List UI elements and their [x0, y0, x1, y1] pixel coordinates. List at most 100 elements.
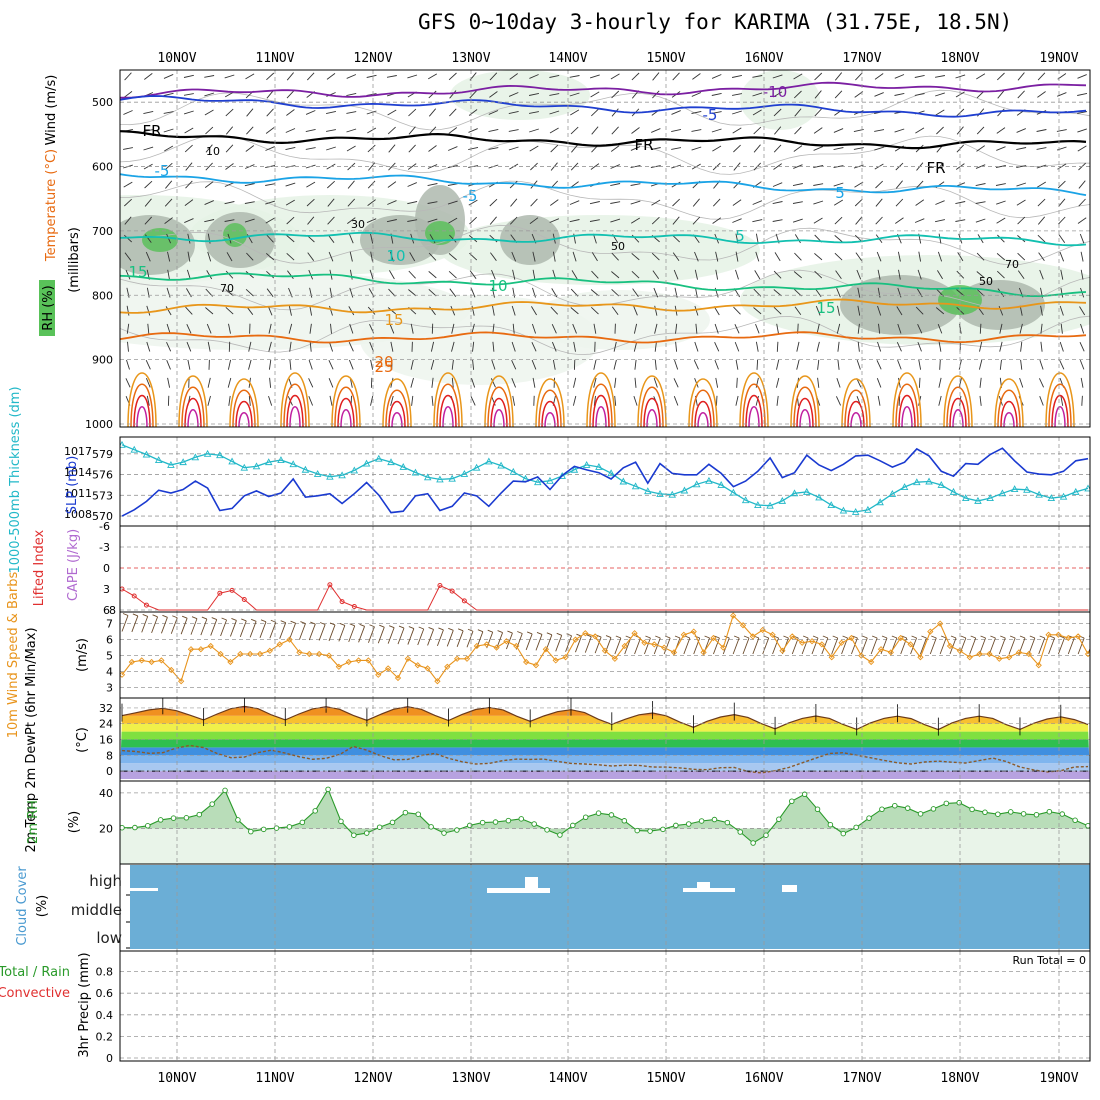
wind-barb [897, 251, 901, 262]
wind-speed-point [286, 636, 293, 643]
wind-barb-10m [693, 637, 701, 655]
rh-point [1020, 811, 1027, 817]
pressure-tick-label: 600 [92, 161, 113, 174]
low-level-isotherm [799, 409, 811, 427]
wind-barb [448, 253, 457, 261]
thickness-tick-label: 579 [92, 448, 113, 461]
wind-barb-10m [683, 637, 691, 655]
pressure-tick-label: 900 [92, 354, 113, 367]
wind-barb [347, 198, 356, 207]
low-level-isotherm [901, 406, 913, 427]
wind-barb [1037, 216, 1046, 225]
wind-barb [246, 126, 254, 135]
low-level-isotherm [1054, 406, 1066, 427]
temp-band [120, 715, 1090, 724]
wind-barb [491, 287, 495, 298]
wind-barb [877, 287, 881, 298]
wind-barb [715, 269, 719, 280]
rh-point [685, 821, 692, 827]
wind-barb [593, 323, 597, 334]
wind-barb [488, 110, 499, 115]
wind-barb [1059, 360, 1065, 370]
wind-barb [146, 341, 151, 352]
low-level-isotherm [535, 378, 565, 427]
wind-barb-flag [566, 633, 572, 637]
wind-barb [349, 251, 353, 262]
wind-barb [610, 164, 620, 169]
wind-barb [1078, 180, 1086, 189]
wind-barb-flag [507, 630, 513, 634]
wind-barb [449, 234, 457, 243]
wind-barb [915, 199, 925, 206]
wind-barb [734, 324, 740, 334]
rh-point [1007, 809, 1014, 815]
wind-speed-point [631, 630, 638, 637]
wind-barb [529, 74, 539, 79]
wind-barb [451, 341, 455, 352]
wind-barb-10m [239, 620, 247, 638]
thickness-point [497, 461, 505, 469]
date-label-bottom: 19NOV [1039, 1071, 1078, 1086]
wind-barb-flag [122, 613, 129, 616]
wind-barb [855, 216, 863, 225]
wind-barb [1036, 129, 1047, 132]
wind-barb [1057, 180, 1066, 189]
wind-barb [349, 323, 354, 334]
wind-barb [591, 252, 598, 262]
thickness-point [533, 478, 542, 486]
rh-point [209, 801, 215, 807]
wind-barb [754, 270, 761, 280]
wind-speed-point [168, 666, 175, 674]
thickness-point [644, 487, 652, 495]
wind-barb [894, 128, 905, 133]
wind-barb [1040, 323, 1043, 334]
wind-barb [570, 126, 579, 135]
wind-barb [549, 93, 560, 96]
wind-barb [876, 378, 882, 388]
wind-barb [995, 183, 1006, 186]
wind-barb [367, 199, 376, 206]
wind-speed-point [493, 644, 500, 651]
wind-barb [508, 146, 519, 151]
wind-barb [772, 182, 783, 187]
wind-barb-10m [259, 621, 267, 638]
precip-tick-label: 0.2 [96, 1030, 114, 1043]
wind-barb [833, 147, 844, 151]
wind-barb [204, 181, 214, 188]
low-level-isotherm [388, 400, 406, 427]
wind-speed-point [138, 657, 145, 664]
wind-barb [1037, 234, 1046, 243]
date-label-top: 10NOV [157, 51, 196, 66]
rh-point [454, 827, 460, 833]
low-level-isotherm [442, 406, 454, 427]
lifted-index-point [120, 586, 125, 592]
wind-barb [937, 323, 943, 334]
wind-tick-label: 3 [106, 682, 113, 695]
wind-barb [793, 73, 803, 80]
thickness-slp-panel [120, 440, 1090, 517]
wind-barb [917, 324, 923, 334]
wind-barb [389, 270, 395, 280]
wind-barb [144, 234, 152, 243]
low-level-isotherm [1045, 372, 1075, 427]
thickness-point [631, 482, 640, 490]
wind-barb-10m [772, 637, 779, 655]
wind-barb [124, 72, 132, 81]
low-level-isotherm [586, 372, 616, 427]
isotherm-label: 20 [374, 353, 393, 371]
wind-barb [1016, 182, 1027, 187]
rh-point [608, 812, 615, 818]
wind-barb [792, 183, 803, 187]
wind-barb [123, 181, 133, 188]
wind-barb [309, 341, 312, 352]
wind-barb-flag [329, 622, 336, 626]
wind-barb [367, 306, 376, 315]
thickness-point [925, 477, 933, 485]
wind-barb [611, 108, 619, 117]
wind-barb [1019, 377, 1024, 388]
wind-barb [958, 377, 962, 388]
wind-barb [206, 323, 212, 334]
wind-barb [268, 395, 273, 406]
wind-barb-10m [318, 624, 326, 641]
rh-point [402, 809, 409, 816]
